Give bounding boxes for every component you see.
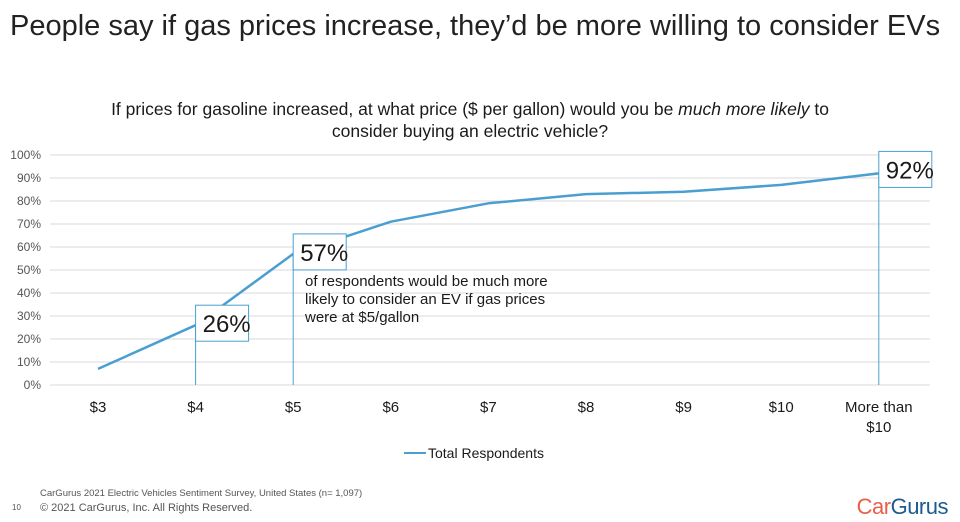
callout-box (878, 150, 933, 188)
chart-legend: Total Respondents (404, 445, 544, 461)
y-tick-label: 20% (17, 332, 41, 346)
legend-label: Total Respondents (428, 445, 544, 461)
callout-box (292, 233, 347, 271)
data-label: 26% (203, 311, 251, 338)
source-note: CarGurus 2021 Electric Vehicles Sentimen… (40, 488, 363, 499)
y-tick-label: 40% (17, 286, 41, 300)
y-tick-label: 100% (10, 148, 41, 162)
x-tick-label: $4 (187, 399, 204, 416)
x-tick-label: $7 (480, 399, 497, 416)
y-tick-label: 0% (24, 378, 42, 392)
data-label: 57% (300, 240, 348, 267)
cargurus-logo: CarGurus (856, 494, 949, 519)
y-tick-label: 80% (17, 194, 41, 208)
x-tick-label: $3 (90, 399, 107, 416)
callout-box (195, 304, 250, 342)
y-tick-label: 50% (17, 263, 41, 277)
x-tick-label: $9 (675, 399, 692, 416)
data-label: 92% (886, 157, 934, 184)
x-tick-label: $6 (382, 399, 399, 416)
x-tick-label: $10 (769, 399, 794, 416)
x-tick-label: More than $10 (845, 399, 913, 436)
subtitle-part2: to consider buying an electric vehicle? (331, 99, 829, 141)
y-tick-label: 70% (17, 217, 41, 231)
chart-subtitle: If prices for gasoline increased, at wha… (80, 98, 860, 142)
x-tick-label: $8 (578, 399, 595, 416)
y-tick-label: 30% (17, 309, 41, 323)
y-tick-label: 10% (17, 355, 41, 369)
y-tick-label: 90% (17, 171, 41, 185)
y-tick-label: 60% (17, 240, 41, 254)
callout-text: of respondents would be much more likely… (305, 273, 548, 326)
subtitle-part1: If prices for gasoline increased, at wha… (111, 99, 679, 119)
subtitle-emphasis: much more likely (678, 99, 810, 119)
page-title: People say if gas prices increase, they’… (10, 10, 941, 42)
page-number: 10 (12, 503, 21, 512)
x-tick-label: $5 (285, 399, 302, 416)
legend-swatch (404, 452, 426, 454)
copyright-note: © 2021 CarGurus, Inc. All Rights Reserve… (40, 502, 253, 514)
